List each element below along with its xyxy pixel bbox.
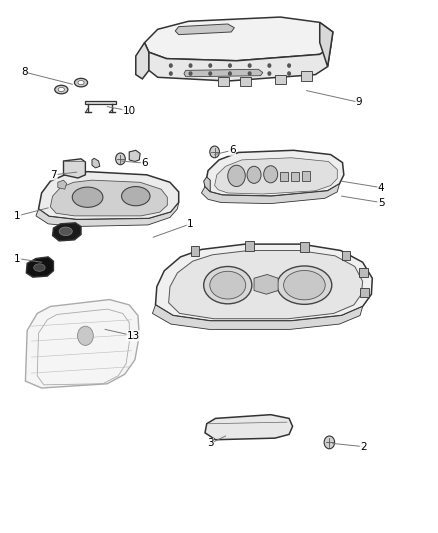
Circle shape xyxy=(288,64,290,67)
Polygon shape xyxy=(201,184,339,204)
Polygon shape xyxy=(136,43,149,79)
Bar xyxy=(342,251,350,260)
Text: 13: 13 xyxy=(127,331,140,341)
Text: 6: 6 xyxy=(229,146,236,155)
Polygon shape xyxy=(175,24,234,35)
Text: 2: 2 xyxy=(360,442,367,451)
Circle shape xyxy=(264,166,278,183)
Text: 9: 9 xyxy=(356,98,363,107)
Polygon shape xyxy=(92,158,100,168)
Polygon shape xyxy=(302,171,310,181)
Ellipse shape xyxy=(210,271,246,299)
Polygon shape xyxy=(25,300,139,388)
Polygon shape xyxy=(36,203,179,227)
Circle shape xyxy=(189,72,192,75)
Polygon shape xyxy=(291,172,299,181)
Ellipse shape xyxy=(121,187,150,206)
Circle shape xyxy=(229,72,231,75)
Polygon shape xyxy=(169,251,363,319)
Polygon shape xyxy=(39,172,179,220)
Polygon shape xyxy=(152,305,363,329)
Text: 1: 1 xyxy=(14,254,21,263)
Polygon shape xyxy=(58,180,67,189)
Circle shape xyxy=(247,166,261,183)
Ellipse shape xyxy=(78,80,84,85)
Circle shape xyxy=(268,72,271,75)
Bar xyxy=(300,242,309,252)
Polygon shape xyxy=(280,172,288,181)
Ellipse shape xyxy=(277,266,332,304)
Polygon shape xyxy=(85,101,116,104)
Circle shape xyxy=(170,64,172,67)
Polygon shape xyxy=(50,180,167,216)
Text: 1: 1 xyxy=(187,219,194,229)
Ellipse shape xyxy=(72,187,103,207)
Bar xyxy=(245,241,254,251)
Ellipse shape xyxy=(58,87,64,92)
Circle shape xyxy=(209,64,212,67)
Circle shape xyxy=(78,326,93,345)
Ellipse shape xyxy=(283,271,325,300)
Text: 5: 5 xyxy=(378,198,385,207)
Bar xyxy=(359,268,368,277)
Polygon shape xyxy=(204,177,210,192)
Polygon shape xyxy=(240,77,251,86)
Ellipse shape xyxy=(74,78,88,87)
Circle shape xyxy=(268,64,271,67)
Polygon shape xyxy=(275,75,286,84)
Polygon shape xyxy=(149,47,331,81)
Circle shape xyxy=(189,64,192,67)
Circle shape xyxy=(116,153,125,165)
Circle shape xyxy=(210,146,219,158)
Polygon shape xyxy=(184,69,263,77)
Polygon shape xyxy=(129,150,140,161)
Polygon shape xyxy=(320,22,333,67)
Text: 4: 4 xyxy=(378,183,385,192)
Polygon shape xyxy=(215,158,337,194)
Circle shape xyxy=(288,72,290,75)
Polygon shape xyxy=(64,159,85,178)
Circle shape xyxy=(248,72,251,75)
Circle shape xyxy=(170,72,172,75)
Text: 7: 7 xyxy=(50,170,57,180)
Text: 1: 1 xyxy=(14,211,21,221)
Text: 3: 3 xyxy=(207,439,214,448)
Ellipse shape xyxy=(55,85,68,94)
Polygon shape xyxy=(218,77,229,86)
Polygon shape xyxy=(205,150,344,196)
Polygon shape xyxy=(145,17,333,61)
Text: 6: 6 xyxy=(141,158,148,168)
Bar xyxy=(191,246,199,256)
Polygon shape xyxy=(53,223,81,241)
Circle shape xyxy=(324,436,335,449)
Ellipse shape xyxy=(59,227,72,236)
Ellipse shape xyxy=(34,264,45,271)
Polygon shape xyxy=(26,257,53,277)
Polygon shape xyxy=(301,71,312,81)
Circle shape xyxy=(229,64,231,67)
Bar xyxy=(360,288,369,297)
Text: 8: 8 xyxy=(21,67,28,77)
Polygon shape xyxy=(254,274,278,294)
Circle shape xyxy=(228,165,245,187)
Text: 10: 10 xyxy=(123,106,136,116)
Circle shape xyxy=(248,64,251,67)
Polygon shape xyxy=(155,244,372,321)
Polygon shape xyxy=(205,415,293,440)
Ellipse shape xyxy=(204,266,252,304)
Circle shape xyxy=(209,72,212,75)
